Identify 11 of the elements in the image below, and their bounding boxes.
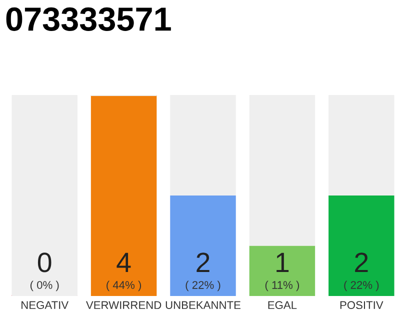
x-tick-label: NEGATIV bbox=[22, 301, 69, 310]
data-label: 1 ( 11% ) bbox=[265, 252, 300, 292]
x-tick-label: POSITIV bbox=[340, 301, 384, 310]
data-label: 2 ( 22% ) bbox=[186, 252, 220, 292]
x-tick-label: EGAL bbox=[268, 301, 297, 310]
data-label: 0 ( 0% ) bbox=[30, 252, 59, 292]
data-label: 2 ( 22% ) bbox=[344, 252, 379, 292]
data-label: 4 ( 44% ) bbox=[106, 252, 142, 292]
x-tick-label: VERWIRREND bbox=[86, 301, 162, 309]
chart-title: 073333571 bbox=[6, 7, 171, 31]
x-tick-label: UNBEKANNTE bbox=[166, 301, 240, 310]
